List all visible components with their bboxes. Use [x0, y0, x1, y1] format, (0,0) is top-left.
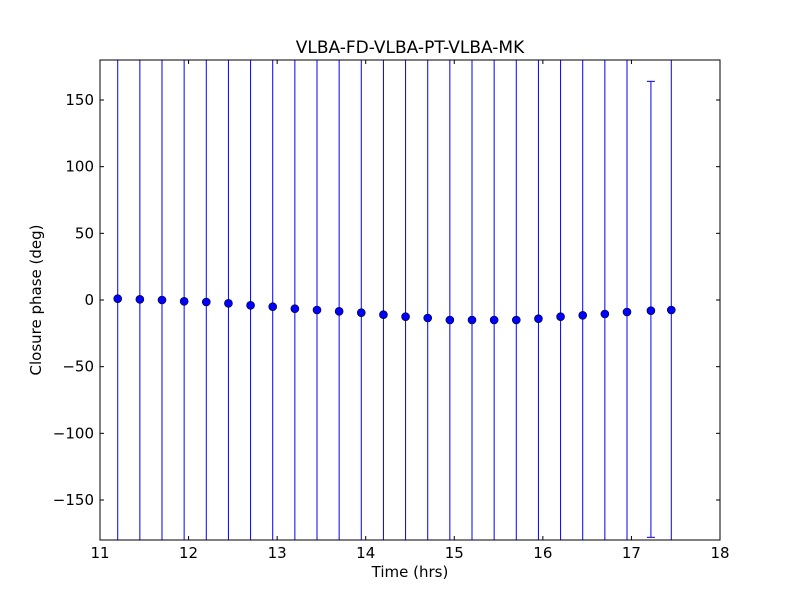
data-point [423, 313, 433, 323]
y-tick-label: −150 [53, 491, 94, 509]
data-point [135, 295, 145, 304]
x-tick-label: 14 [356, 544, 375, 562]
y-tick-label: 50 [75, 224, 94, 242]
data-point [467, 315, 477, 325]
y-tick-label: −50 [62, 358, 94, 376]
data-point [179, 297, 189, 306]
data-point [666, 305, 676, 315]
x-tick-label: 13 [268, 544, 287, 562]
data-point [312, 305, 322, 315]
data-point [201, 297, 211, 307]
y-tick-label: −100 [53, 424, 94, 442]
data-point [113, 294, 123, 303]
data-point [445, 315, 455, 325]
data-point [511, 315, 521, 325]
x-tick-label: 16 [533, 544, 552, 562]
chart-title: VLBA-FD-VLBA-PT-VLBA-MK [296, 38, 525, 58]
data-point [356, 308, 366, 317]
data-point [578, 311, 588, 320]
data-point [646, 306, 656, 315]
x-tick-label: 15 [445, 544, 464, 562]
data-point [334, 307, 344, 316]
data-point [556, 312, 565, 321]
data-point [600, 309, 610, 319]
data-point [268, 302, 278, 311]
data-point [534, 314, 543, 323]
x-tick-label: 17 [622, 544, 641, 562]
x-axis-label: Time (hrs) [371, 563, 449, 581]
data-point [401, 312, 410, 321]
axis-ticks: 11 12 13 14 15 16 17 18 150 100 50 0 −50 −100 −150 [53, 60, 730, 562]
data-point [489, 315, 499, 325]
y-axis-label: Closure phase (deg) [27, 225, 45, 376]
data-point [246, 301, 255, 310]
data-point [290, 304, 300, 313]
y-tick-label: 0 [84, 291, 94, 309]
data-point [224, 299, 233, 308]
x-tick-label: 11 [90, 544, 109, 562]
x-tick-label: 18 [710, 544, 729, 562]
x-tick-label: 12 [179, 544, 198, 562]
plot-area [113, 60, 676, 540]
data-point [157, 295, 167, 305]
y-tick-label: 100 [65, 158, 94, 176]
data-point [379, 310, 388, 319]
y-tick-label: 150 [65, 91, 94, 109]
data-point [622, 307, 632, 317]
